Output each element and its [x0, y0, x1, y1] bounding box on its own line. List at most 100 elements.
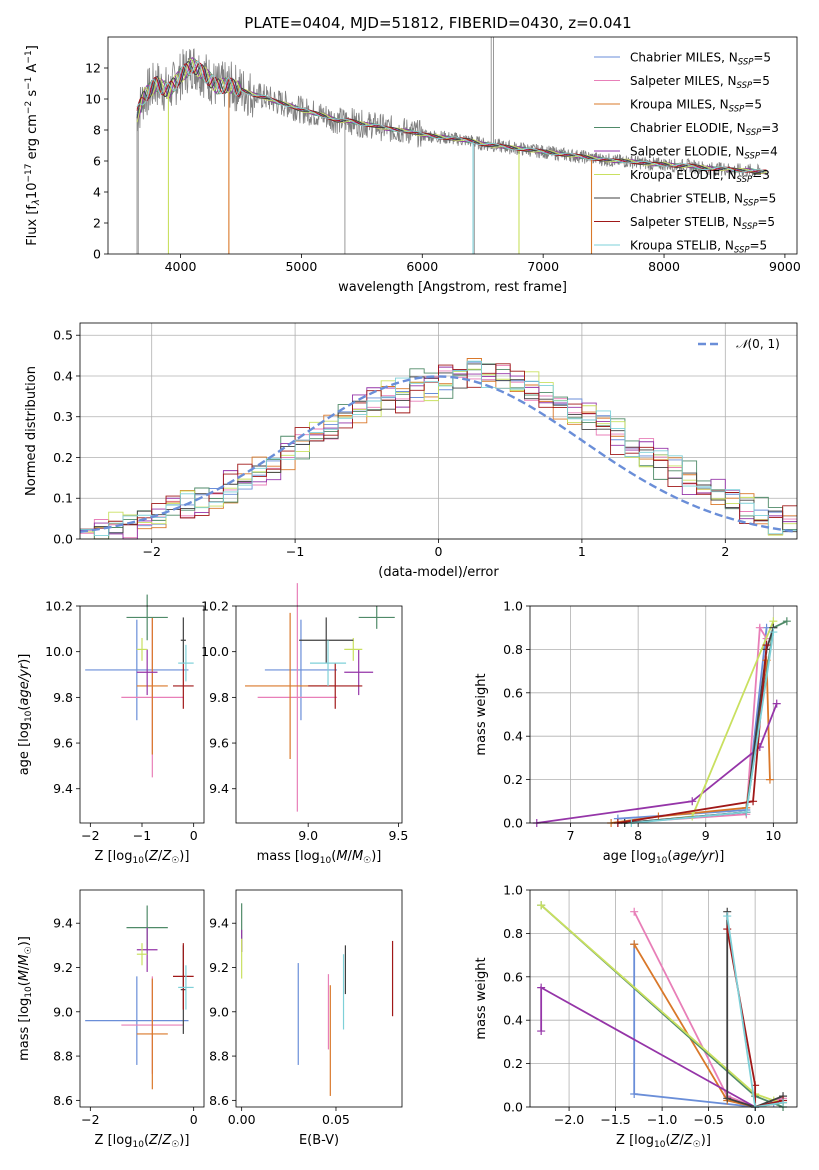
legend-label: Kroupa MILES, NSSP=5 — [630, 98, 762, 115]
legend-label: Salpeter ELODIE, NSSP=4 — [630, 145, 778, 162]
y-tick-label: 0.2 — [53, 450, 73, 465]
model-fit-line — [136, 62, 767, 173]
x-axis-label: mass [log10(M/M☉)] — [257, 849, 382, 866]
panel-mass_weight_vs_metallicity: −2.0 −1.5 −1.0 −0.5 0.0 0.0 0.2 0.4 0.6 0.8 1.0 Z [… — [474, 883, 798, 1150]
x-tick-label: 8000 — [648, 259, 680, 274]
y-tick-label: 0 — [93, 247, 101, 262]
y-tick-label: 0.4 — [53, 368, 73, 383]
legend-label: Salpeter STELIB, NSSP=5 — [630, 215, 775, 232]
y-tick-label: 8.8 — [53, 1049, 73, 1064]
mass-weight-marker — [769, 628, 778, 637]
y-tick-label: 6 — [93, 154, 101, 169]
legend-label: 𝒩(0, 1) — [736, 337, 780, 351]
mass-weight-marker — [723, 1094, 732, 1103]
panel-age_vs_metallicity: −2 −1 0 9.4 9.6 9.8 10.0 10.2 Z [log10(Z/Z☉)] age… — [17, 594, 205, 866]
error-bar-point — [126, 594, 168, 641]
x-tick-label: 7 — [567, 828, 575, 843]
y-tick-label: 10.0 — [201, 644, 229, 659]
x-tick-label: 7000 — [527, 259, 559, 274]
mass-weight-marker — [772, 699, 781, 708]
y-tick-label: 0.4 — [503, 729, 523, 744]
x-tick-label: 0.05 — [322, 1112, 350, 1127]
y-tick-label: 0.3 — [53, 409, 73, 424]
legend-label: Kroupa STELIB, NSSP=5 — [630, 239, 767, 256]
error-bar-point — [136, 637, 148, 661]
y-tick-label: 9.2 — [209, 960, 229, 975]
x-tick-label: −2 — [81, 828, 99, 843]
y-tick-label: 9.0 — [209, 1004, 229, 1019]
legend-label: Chabrier ELODIE, NSSP=3 — [630, 121, 779, 138]
y-tick-label: 9.8 — [209, 690, 229, 705]
y-tick-label: 8.8 — [209, 1049, 229, 1064]
axes-frame — [79, 889, 205, 1108]
error-bar-point — [136, 943, 148, 966]
plot-content — [245, 583, 395, 812]
y-axis-label: mass weight — [474, 673, 489, 755]
y-axis-label: Flux [fλ10−17 erg cm−2 s−1 A−1] — [24, 45, 42, 246]
x-tick-label: 0 — [190, 828, 198, 843]
y-tick-label: 0.0 — [503, 1100, 523, 1115]
mass-weight-line — [536, 703, 778, 824]
mass-weight-marker — [762, 623, 771, 632]
error-bar-point — [264, 619, 338, 721]
x-tick-label: −2 — [81, 1112, 99, 1127]
y-axis-label: age [log10(age/yr)] — [17, 654, 34, 776]
legend-label: Salpeter MILES, NSSP=5 — [630, 74, 770, 91]
plot-area — [236, 606, 402, 823]
mass-weight-marker — [779, 1098, 788, 1107]
y-tick-label: 0.5 — [53, 328, 73, 343]
x-axis-label: age [log10(age/yr)] — [603, 849, 725, 866]
mass-weight-marker — [688, 797, 697, 806]
plot-content — [85, 594, 194, 778]
x-tick-label: 0 — [190, 1112, 198, 1127]
y-tick-label: 8.6 — [53, 1093, 73, 1108]
axes-frame — [235, 889, 403, 1108]
x-tick-label: −1 — [133, 828, 151, 843]
plot-content — [241, 903, 394, 1096]
panel-residuals: −2 −1 0 1 2 0.0 0.1 0.2 0.3 0.4 0.5 (data-model)/er… — [24, 322, 798, 580]
y-tick-label: 10.0 — [45, 644, 73, 659]
x-tick-label: 0.00 — [228, 1112, 256, 1127]
plot-area — [530, 890, 797, 1107]
axes-frame — [79, 322, 798, 540]
x-tick-label: −1 — [286, 544, 304, 559]
x-tick-label: 2 — [721, 544, 729, 559]
y-tick-label: 9.6 — [53, 736, 73, 751]
plot-content — [136, 37, 767, 254]
error-bar-point — [344, 637, 363, 661]
panel-mass_weight_vs_age: 7 8 9 10 0.0 0.2 0.4 0.6 0.8 1.0 age [log10(age/yr… — [474, 599, 798, 866]
y-tick-label: 12 — [85, 61, 101, 76]
mass-weight-marker — [630, 940, 639, 949]
error-bar-point — [358, 606, 395, 629]
axes-frame — [79, 605, 205, 824]
mass-weight-marker — [630, 907, 639, 916]
y-tick-label: 0.8 — [503, 642, 523, 657]
x-tick-label: 10 — [765, 828, 781, 843]
y-tick-label: 0.4 — [503, 1013, 523, 1028]
mass-weight-marker — [537, 1027, 546, 1036]
axes-frame — [529, 889, 798, 1108]
mass-weight-marker — [782, 617, 791, 626]
mass-weight-marker — [537, 983, 546, 992]
mass-weight-marker — [723, 912, 732, 921]
y-tick-label: 0.0 — [53, 532, 73, 547]
plot-area — [530, 606, 797, 823]
x-tick-label: 9.5 — [388, 828, 408, 843]
legend-label: Chabrier STELIB, NSSP=5 — [630, 192, 776, 209]
y-tick-label: 9.4 — [53, 781, 73, 796]
error-bar-point — [85, 976, 189, 1065]
y-tick-label: 1.0 — [503, 883, 523, 898]
mass-weight-line — [726, 911, 784, 1108]
panel-spectrum: 4000 5000 6000 7000 8000 9000 0 2 4 6 8 10 12 wavelen… — [24, 36, 801, 295]
mass-weight-marker — [762, 641, 771, 650]
error-bar-point — [173, 663, 194, 709]
y-tick-label: 0.0 — [503, 816, 523, 831]
y-tick-label: 10.2 — [45, 599, 73, 614]
error-bar-point — [173, 943, 194, 1010]
y-tick-label: 0.2 — [503, 1056, 523, 1071]
model-fit-line — [136, 60, 767, 173]
panel-mass_vs_metallicity: −2 0 8.6 8.8 9.0 9.2 9.4 Z [log10(Z/Z☉)] mass [l… — [17, 889, 205, 1150]
x-tick-label: 9000 — [769, 259, 801, 274]
y-tick-label: 1.0 — [503, 599, 523, 614]
y-axis-label: mass weight — [474, 957, 489, 1039]
